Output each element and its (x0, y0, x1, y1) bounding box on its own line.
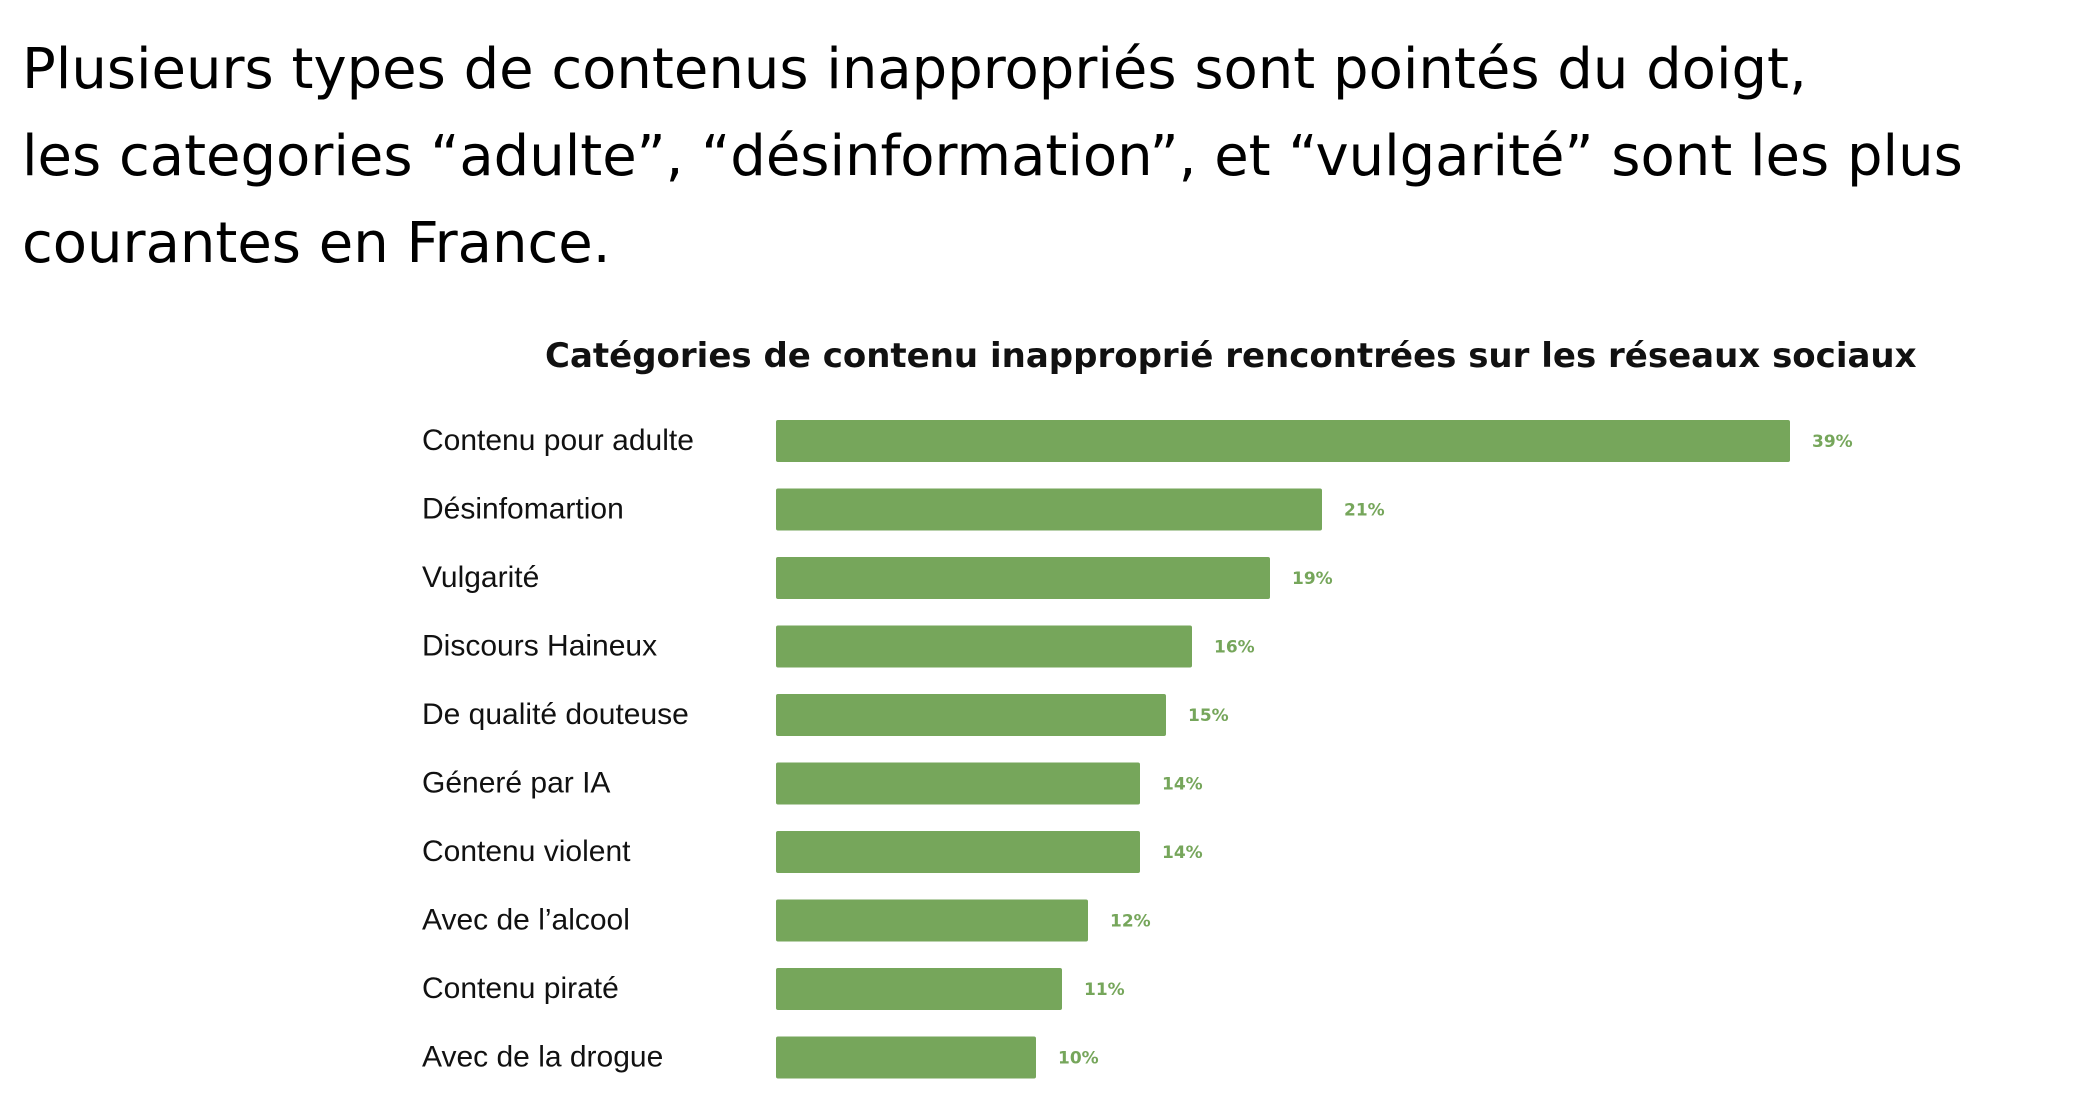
value-label: 19% (1292, 569, 1333, 589)
category-label: De qualité douteuse (422, 698, 689, 731)
bar (776, 557, 1270, 599)
bar (776, 968, 1062, 1010)
headline-line-3: courantes en France. (22, 211, 611, 276)
category-label: Contenu violent (422, 835, 631, 868)
bar (776, 694, 1166, 736)
category-label: Avec de la drogue (422, 1040, 663, 1073)
value-label: 21% (1344, 501, 1385, 521)
value-label: 15% (1188, 706, 1229, 726)
headline-line-1: Plusieurs types de contenus inappropriés… (22, 37, 1807, 102)
headline-line-2: les categories “adulte”, “désinformation… (22, 124, 1963, 189)
value-label: 14% (1162, 843, 1203, 863)
value-label: 39% (1812, 432, 1853, 452)
category-label: Contenu pour adulte (422, 424, 694, 457)
category-label: Désinfomartion (422, 492, 624, 525)
value-label: 11% (1084, 980, 1125, 1000)
bar (776, 762, 1140, 805)
slide-headline: Plusieurs types de contenus inappropriés… (22, 26, 2082, 287)
category-label: Vulgarité (422, 561, 539, 594)
category-label: Discours Haineux (422, 629, 657, 662)
category-label: Avec de l’alcool (422, 903, 630, 936)
bar (776, 625, 1192, 668)
bar (776, 831, 1140, 873)
value-label: 14% (1162, 775, 1203, 795)
value-label: 12% (1110, 912, 1151, 932)
bar (776, 488, 1322, 531)
value-label: 16% (1214, 638, 1255, 658)
bar (776, 899, 1088, 942)
bar (776, 420, 1790, 462)
value-label: 10% (1058, 1049, 1099, 1069)
category-label: Géneré par IA (422, 766, 610, 799)
chart-title: Catégories de contenu inapproprié rencon… (545, 336, 1917, 376)
bar (776, 1036, 1036, 1079)
category-label: Contenu piraté (422, 972, 619, 1005)
